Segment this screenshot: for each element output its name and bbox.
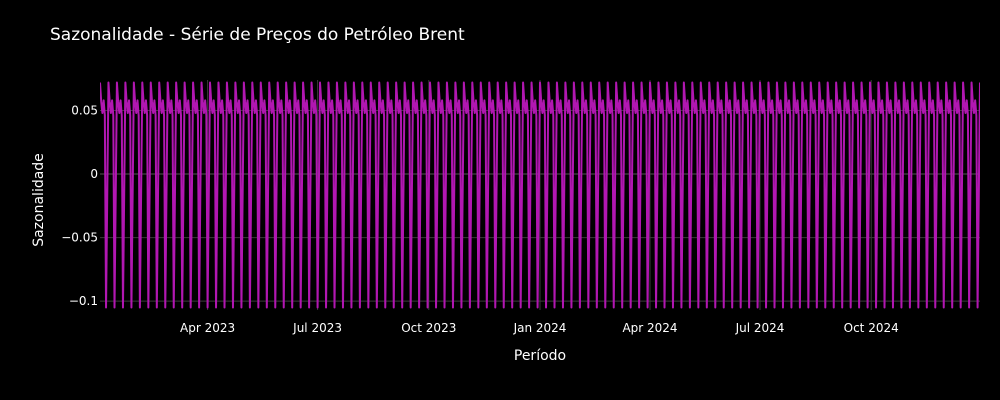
x-tick-label: Oct 2023 (401, 321, 456, 335)
y-axis-title: Sazonalidade (31, 153, 47, 247)
x-axis-title: Período (514, 348, 566, 364)
x-tick-label: Jul 2023 (292, 321, 342, 335)
y-axis-ticks: 0.05 0 −0.05 −0.1 (61, 103, 98, 308)
x-tick-label: Oct 2024 (844, 321, 899, 335)
y-tick-label: 0.05 (71, 103, 98, 117)
x-tick-label: Apr 2024 (622, 321, 677, 335)
x-tick-label: Jul 2024 (735, 321, 785, 335)
y-tick-label: 0 (90, 167, 98, 181)
x-tick-label: Apr 2023 (180, 321, 235, 335)
y-tick-label: −0.1 (69, 294, 98, 308)
series-line (100, 81, 980, 309)
y-tick-label: −0.05 (61, 231, 98, 245)
chart-title: Sazonalidade - Série de Preços do Petról… (50, 25, 465, 45)
series-layer (100, 81, 980, 309)
x-tick-label: Jan 2024 (513, 321, 567, 335)
x-axis-ticks: Apr 2023 Jul 2023 Oct 2023 Jan 2024 Apr 2024… (180, 321, 899, 335)
